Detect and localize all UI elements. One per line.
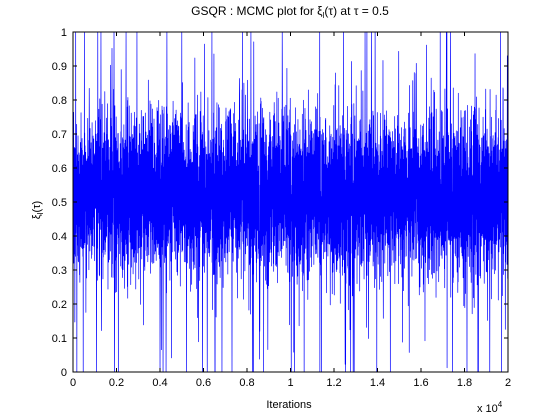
y-tick-label: 0: [61, 367, 67, 379]
x-tick-label: 1.2: [326, 377, 341, 389]
y-tick: 0.3: [52, 265, 508, 277]
x-tick-label: 0.4: [152, 377, 167, 389]
y-tick-label: 0.7: [52, 129, 67, 141]
y-tick-label: 0.2: [52, 299, 67, 311]
trace-series: [72, 31, 509, 373]
y-tick: 0.2: [52, 299, 508, 311]
trace-line: [72, 31, 509, 373]
y-tick-label: 0.4: [52, 231, 67, 243]
y-tick-label: 0.8: [52, 95, 67, 107]
y-tick-label: 0.3: [52, 265, 67, 277]
y-tick: 0.6: [52, 163, 508, 175]
x-axis: 0 0.2 0.4 0.6 0.8 1 1.2 1.4 1.6 1.8 2: [70, 32, 511, 389]
y-tick-label: 0.5: [52, 197, 67, 209]
y-tick: 0.4: [52, 231, 508, 243]
x-tick: 1.2: [326, 32, 342, 389]
x-tick: 2: [505, 32, 511, 389]
chart-title: GSQR : MCMC plot for ξl(τ) at τ = 0.5: [191, 4, 389, 20]
x-tick-label: 0.8: [239, 377, 254, 389]
y-tick-label: 1: [61, 27, 67, 39]
x-tick: 0.8: [239, 32, 255, 389]
x-tick-label: 0.6: [196, 377, 211, 389]
y-tick: 0.1: [52, 333, 508, 345]
y-tick: 0.5: [52, 197, 508, 209]
x-tick: 0.6: [196, 32, 211, 389]
y-tick: 0.7: [52, 129, 508, 141]
y-tick-label: 0.1: [52, 333, 67, 345]
x-tick-label: 0: [70, 377, 76, 389]
y-tick-label: 0.9: [52, 61, 67, 73]
x-tick: 1.4: [370, 32, 385, 389]
y-tick: 1: [61, 27, 508, 39]
x-tick: 1: [287, 32, 294, 389]
y-tick-label: 0.6: [52, 163, 67, 175]
x-tick-label: 1.6: [413, 377, 428, 389]
x-tick-label: 0.2: [109, 377, 124, 389]
y-axis: 0 0.1 0.2 0.3 0.4 0.5 0.6 0.7 0.8 0.9 1: [52, 27, 508, 379]
y-axis-label: ξl(τ): [31, 201, 45, 219]
x-tick: 1.8: [457, 32, 472, 389]
x-tick-label: 1.8: [457, 377, 472, 389]
x-tick: 0.4: [152, 32, 168, 389]
x-tick-label: 2: [505, 377, 511, 389]
x-tick: 1.6: [413, 32, 429, 389]
x-tick-label: 1.4: [370, 377, 385, 389]
x-tick: 0.2: [109, 32, 124, 389]
x-tick: 0: [70, 32, 76, 389]
y-tick: 0.8: [52, 95, 508, 107]
x-tick-label: 1: [287, 377, 293, 389]
x-axis-label: Iterations: [266, 399, 312, 411]
x-axis-multiplier: x 104: [477, 400, 503, 415]
y-tick: 0: [61, 367, 508, 379]
y-tick: 0.9: [52, 61, 508, 73]
